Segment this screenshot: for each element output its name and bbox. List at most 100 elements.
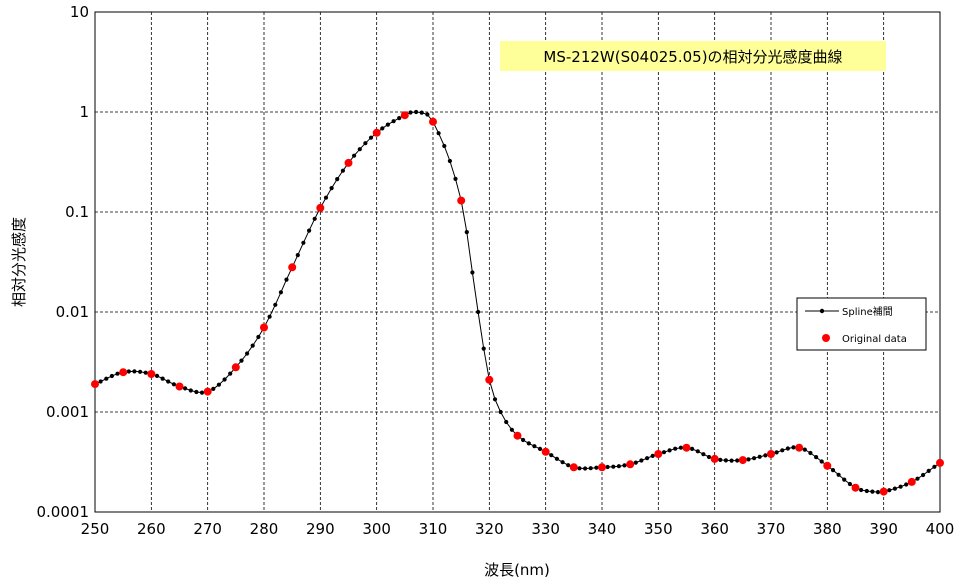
spline-point	[752, 456, 757, 461]
original-data-point	[485, 375, 494, 384]
spline-point	[352, 153, 357, 158]
spline-point	[492, 397, 498, 402]
spline-point	[735, 458, 740, 463]
spline-point	[633, 460, 638, 465]
x-tick-label: 400	[926, 520, 955, 538]
spline-point	[791, 445, 796, 450]
spline-point	[746, 457, 751, 462]
x-tick-label: 340	[588, 520, 617, 538]
spline-point	[442, 143, 447, 149]
spline-point	[301, 240, 306, 245]
spline-point	[363, 141, 368, 146]
spline-point	[143, 370, 148, 375]
spline-point	[594, 465, 599, 470]
spline-point	[481, 346, 486, 351]
original-data-point	[710, 454, 719, 463]
plot-frame	[94, 11, 941, 513]
spline-point	[690, 446, 695, 451]
original-points	[91, 111, 944, 496]
spline-point	[870, 489, 875, 494]
original-data-point	[879, 487, 888, 496]
original-data-point	[541, 447, 550, 456]
original-data-point	[851, 483, 860, 492]
spline-point	[183, 386, 188, 391]
spline-point	[926, 468, 931, 473]
spline-point	[611, 464, 616, 469]
spline-point	[447, 158, 452, 164]
spline-point	[842, 477, 847, 482]
original-data-point	[569, 463, 578, 472]
spline-point	[126, 369, 131, 374]
y-tick-label: 0.1	[65, 203, 89, 221]
y-tick-label: 10	[70, 3, 89, 21]
spline-point	[368, 135, 374, 140]
original-data-point	[513, 431, 522, 440]
spline-point	[723, 458, 729, 463]
spline-point	[453, 176, 458, 181]
chart-title-background	[500, 41, 886, 71]
x-tick-label: 350	[644, 520, 673, 538]
spline-point	[154, 373, 160, 378]
spline-point	[830, 468, 836, 473]
spline-point	[566, 463, 571, 468]
spline-point	[639, 458, 644, 463]
spline-point	[678, 445, 684, 450]
chart-title-box: MS-212W(S04025.05)の相対分光感度曲線	[500, 41, 886, 71]
x-tick-label: 370	[757, 520, 786, 538]
spline-point	[278, 290, 283, 295]
spline-point	[864, 488, 869, 494]
spline-point	[166, 379, 171, 384]
x-tick-label: 310	[419, 520, 448, 538]
x-tick-label: 320	[475, 520, 504, 538]
spline-point	[250, 343, 255, 348]
spline-point	[509, 427, 514, 432]
original-data-point	[316, 203, 325, 212]
spline-point	[808, 450, 813, 456]
original-data-point	[372, 128, 381, 137]
legend-original-marker	[822, 334, 830, 342]
spline-point	[284, 277, 289, 282]
original-data-point	[457, 196, 466, 205]
spline-point	[554, 456, 560, 461]
spline-point	[312, 216, 317, 221]
original-data-point	[767, 450, 775, 458]
spline-point	[915, 476, 920, 481]
original-data-point	[429, 117, 437, 126]
spline-point	[476, 309, 481, 315]
legend-box	[796, 297, 927, 351]
original-data-point	[626, 460, 635, 469]
y-axis: 0.0001 0.001 0.01 0.1 1 10	[37, 3, 90, 521]
y-tick-label: 1	[79, 103, 89, 121]
original-data-point	[147, 370, 156, 378]
spline-point	[211, 386, 216, 391]
original-data-point	[907, 477, 916, 486]
original-data-point	[175, 382, 184, 391]
spline-point	[898, 484, 903, 489]
spline-point	[763, 453, 768, 458]
spline-point	[667, 448, 672, 453]
spline-point	[307, 228, 312, 233]
spline-point	[904, 482, 909, 487]
x-tick-label: 290	[306, 520, 335, 538]
x-tick-label: 330	[531, 520, 560, 538]
original-data-point	[91, 380, 99, 389]
chart-title: MS-212W(S04025.05)の相対分光感度曲線	[543, 48, 842, 66]
y-axis-title: 相対分光感度	[10, 217, 28, 307]
original-data-point	[936, 458, 944, 467]
spline-point	[774, 450, 779, 455]
spline-point	[391, 119, 396, 124]
spline-point	[228, 371, 233, 376]
spline-point	[295, 253, 300, 258]
original-data-point	[288, 263, 297, 272]
y-tick-label: 0.001	[46, 403, 89, 421]
x-tick-label: 360	[700, 520, 729, 538]
original-data-point	[119, 368, 128, 377]
spline-point	[892, 486, 898, 491]
spline-point	[695, 449, 700, 454]
spline-point	[414, 109, 419, 115]
spline-point	[340, 168, 345, 173]
spline-point	[357, 147, 362, 152]
spline-point	[256, 334, 261, 340]
spline-point	[875, 490, 881, 495]
